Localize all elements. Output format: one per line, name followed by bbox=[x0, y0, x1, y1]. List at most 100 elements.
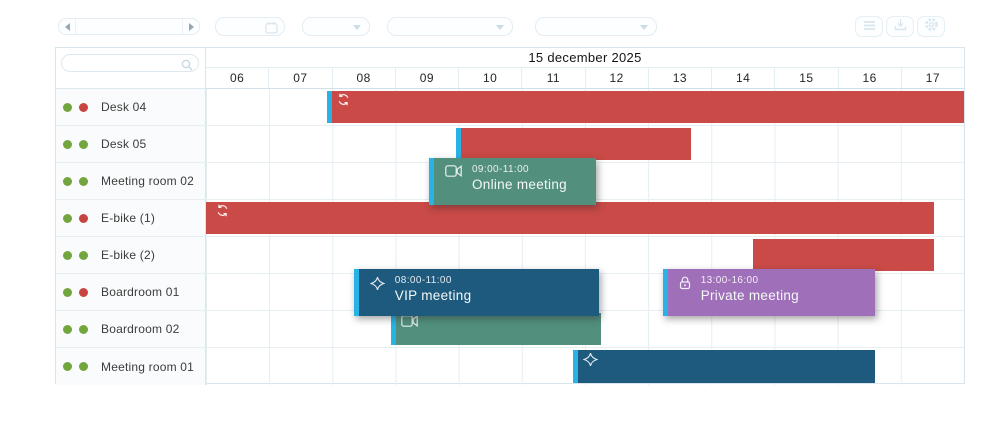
filter-dropdown-1-value[interactable] bbox=[303, 19, 369, 37]
timeline-row[interactable]: 09:00-11:00 Online meeting bbox=[206, 158, 964, 205]
resource-cell: Desk 04 bbox=[56, 89, 206, 125]
resource-row: Meeting room 02 09:00-11:00 Online meeting bbox=[56, 158, 964, 205]
search-panel bbox=[56, 48, 206, 89]
resize-handle[interactable] bbox=[572, 350, 578, 383]
hour-label: 14 bbox=[711, 68, 774, 88]
download-icon bbox=[894, 18, 907, 36]
booking-bar[interactable]: 13:00-16:00 Private meeting bbox=[662, 269, 875, 316]
refresh-icon bbox=[216, 204, 229, 217]
status-dot-green bbox=[63, 250, 72, 260]
filter-dropdown-3[interactable] bbox=[535, 17, 657, 37]
hour-label: 13 bbox=[647, 68, 711, 88]
booking-bar[interactable]: 09:00-11:00 Online meeting bbox=[428, 158, 596, 205]
booking-bar[interactable] bbox=[391, 313, 601, 345]
sparkle-icon bbox=[582, 352, 598, 367]
resource-cell: E-bike (1) bbox=[56, 200, 206, 236]
sparkle-icon bbox=[369, 276, 385, 291]
booking-bar[interactable] bbox=[456, 128, 692, 160]
hour-label: 08 bbox=[331, 68, 395, 88]
resource-label: E-bike (1) bbox=[101, 211, 156, 225]
refresh-icon bbox=[337, 93, 350, 106]
hour-label: 11 bbox=[521, 68, 584, 88]
timeline-row[interactable] bbox=[206, 237, 964, 273]
timeline-scrollbar[interactable] bbox=[58, 18, 200, 35]
resize-handle[interactable] bbox=[327, 91, 333, 123]
booking-text: 09:00-11:00 Online meeting bbox=[472, 158, 567, 192]
hour-label: 15 bbox=[774, 68, 837, 88]
date-title: 15 december 2025 bbox=[528, 50, 642, 65]
scheduler-grid: 15 december 2025 06 07 08 09 10 11 12 13 14 15 16 1… bbox=[55, 47, 965, 385]
status-dot-green bbox=[63, 139, 72, 149]
resize-handle[interactable] bbox=[662, 269, 668, 316]
booking-text: 08:00-11:00 VIP meeting bbox=[395, 269, 472, 303]
hour-label: 06 bbox=[230, 71, 245, 85]
hour-label: 17 bbox=[900, 68, 964, 88]
timeline-row[interactable]: 08:00-11:00 VIP meeting 13:00-16:00 Private… bbox=[206, 269, 964, 316]
resource-label: Boardroom 01 bbox=[101, 285, 180, 299]
search-box[interactable] bbox=[61, 54, 199, 73]
scroll-left-button[interactable] bbox=[59, 19, 76, 34]
status-dot-red bbox=[79, 213, 88, 223]
resize-handle[interactable] bbox=[456, 128, 462, 160]
booking-bar[interactable] bbox=[327, 91, 964, 123]
arrow-left-icon bbox=[64, 22, 70, 31]
resource-cell: Meeting room 01 bbox=[56, 348, 206, 385]
booking-text: 13:00-16:00 Private meeting bbox=[701, 269, 799, 303]
timeline-row[interactable] bbox=[206, 311, 964, 347]
menu-icon bbox=[863, 18, 876, 36]
status-dot-red bbox=[79, 287, 88, 297]
chevron-down-icon bbox=[496, 25, 504, 30]
hour-label: 09 bbox=[394, 68, 458, 88]
hour-label: 10 bbox=[458, 68, 521, 88]
resource-cell: Desk 05 bbox=[56, 126, 206, 162]
booking-time: 09:00-11:00 bbox=[471, 164, 530, 175]
resource-cell: E-bike (2) bbox=[56, 237, 206, 273]
date-picker[interactable] bbox=[215, 17, 285, 37]
resource-label: Meeting room 01 bbox=[101, 359, 195, 374]
status-dot-green bbox=[63, 362, 72, 371]
resource-label: Meeting room 02 bbox=[101, 174, 195, 188]
booking-bar[interactable]: 08:00-11:00 VIP meeting bbox=[353, 269, 599, 316]
arrow-right-icon bbox=[188, 22, 194, 31]
settings-button[interactable] bbox=[917, 16, 945, 37]
timeline-row[interactable] bbox=[206, 200, 964, 236]
booking-bar[interactable] bbox=[572, 350, 875, 383]
timeline-row[interactable] bbox=[206, 89, 964, 125]
filter-dropdown-2[interactable] bbox=[387, 17, 513, 37]
resource-row: Boardroom 01 08:00-11:00 VIP meeting 13:00-… bbox=[56, 269, 964, 316]
booking-title: Private meeting bbox=[700, 288, 799, 303]
status-dot-green bbox=[63, 102, 72, 112]
resize-handle[interactable] bbox=[353, 269, 359, 316]
chevron-down-icon bbox=[640, 25, 648, 30]
view-menu-button[interactable] bbox=[855, 16, 883, 37]
download-button[interactable] bbox=[886, 16, 914, 37]
scheduler-body: Desk 04 Desk 05 Meeting room 02 09:00-11:00… bbox=[56, 89, 964, 385]
booking-bar[interactable] bbox=[206, 202, 934, 234]
resize-handle[interactable] bbox=[428, 158, 434, 205]
status-dot-green bbox=[79, 362, 88, 371]
resize-handle[interactable] bbox=[391, 313, 397, 345]
search-input[interactable] bbox=[62, 57, 198, 73]
booking-bar[interactable] bbox=[753, 239, 934, 271]
resource-row: Desk 05 bbox=[56, 126, 964, 163]
resource-row: Meeting room 01 bbox=[56, 348, 964, 385]
timeline-row[interactable] bbox=[206, 348, 964, 385]
resource-label: Desk 04 bbox=[101, 100, 147, 114]
hours-header: 06 07 08 09 10 11 12 13 14 15 16 17 bbox=[206, 68, 964, 89]
status-dot-green bbox=[79, 139, 88, 149]
filter-dropdown-2-value[interactable] bbox=[388, 19, 512, 37]
booking-time: 08:00-11:00 bbox=[394, 275, 452, 286]
scroll-right-button[interactable] bbox=[182, 19, 199, 34]
date-header: 15 december 2025 bbox=[206, 48, 964, 68]
chevron-down-icon bbox=[353, 25, 361, 30]
toolbar bbox=[55, 15, 945, 41]
filter-dropdown-3-value[interactable] bbox=[536, 19, 656, 37]
status-dot-green bbox=[79, 250, 88, 260]
status-dot-green bbox=[63, 213, 72, 223]
hour-label: 07 bbox=[268, 68, 331, 88]
booking-time: 13:00-16:00 bbox=[700, 275, 759, 286]
timeline-row[interactable] bbox=[206, 126, 964, 162]
resource-row: E-bike (1) bbox=[56, 200, 964, 237]
gear-icon bbox=[924, 17, 939, 37]
filter-dropdown-1[interactable] bbox=[302, 17, 370, 37]
